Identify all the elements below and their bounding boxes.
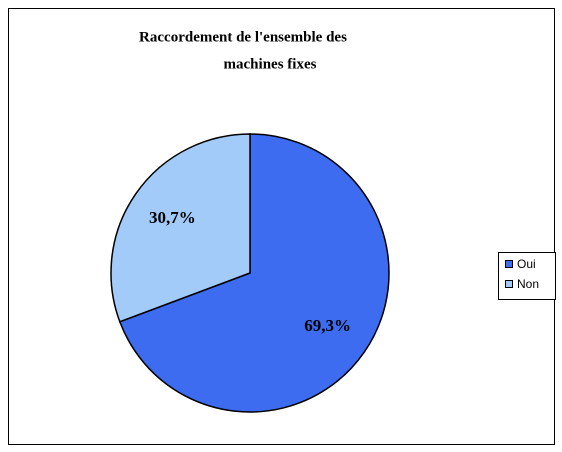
pie-slice [118,133,390,413]
chart-title: Raccordement de l'ensemble des [139,29,347,45]
legend-swatch [505,280,513,288]
data-label: 30,7% [149,208,196,227]
data-label: 69,3% [304,316,351,335]
pie-slice [110,133,251,323]
chart-title: machines fixes [224,56,317,72]
legend-label: Non [517,277,539,291]
legend-swatch [505,260,513,268]
legend-label: Oui [517,257,536,271]
